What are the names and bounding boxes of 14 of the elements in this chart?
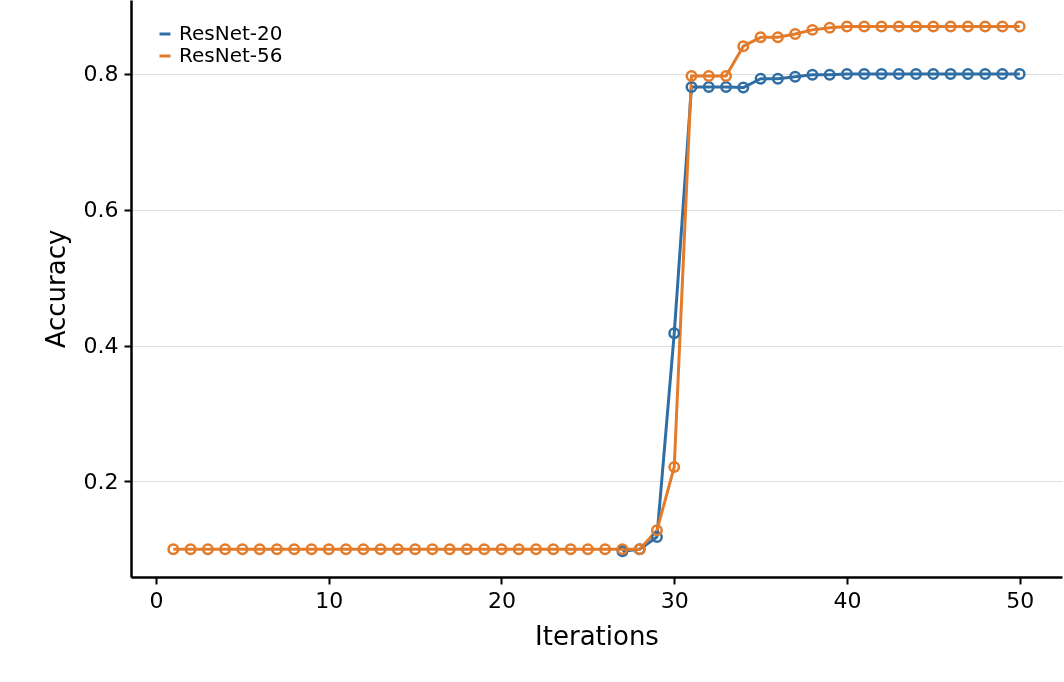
x-tick-label: 40 (833, 587, 862, 613)
legend-label: ResNet-56 (179, 43, 283, 67)
x-tick-label: 50 (1006, 587, 1035, 613)
legend-label: ResNet-20 (179, 21, 283, 45)
y-tick-label: 0.6 (83, 197, 119, 223)
y-tick-label: 0.8 (83, 61, 119, 87)
x-tick-label: 30 (660, 587, 689, 613)
x-tick-label: 20 (488, 587, 516, 613)
x-tick-label: 0 (149, 587, 164, 613)
y-tick-label: 0.4 (83, 333, 119, 359)
x-axis-title: Iterations (535, 620, 659, 651)
x-tick-label: 10 (315, 587, 344, 613)
y-tick-label: 0.2 (83, 468, 119, 494)
y-axis-title: Accuracy (40, 229, 71, 349)
